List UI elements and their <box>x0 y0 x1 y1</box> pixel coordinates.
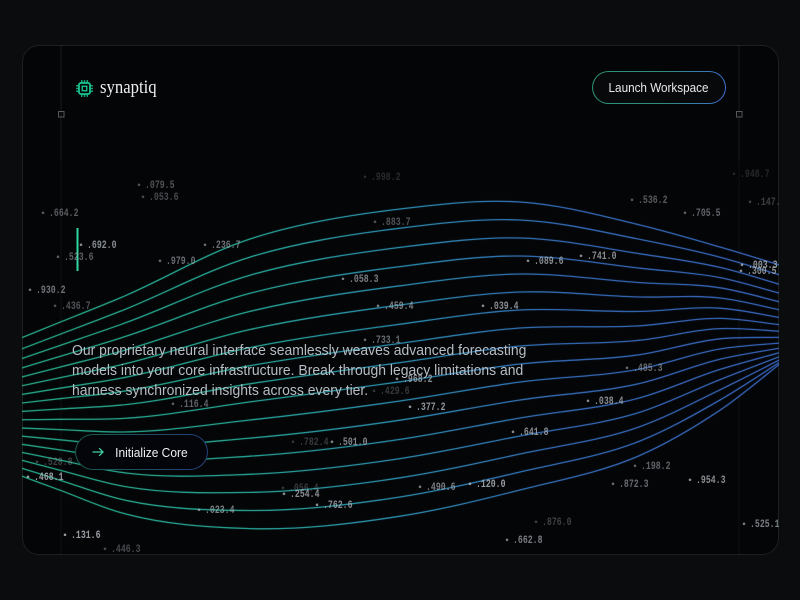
svg-text:.254.4: .254.4 <box>290 489 320 501</box>
svg-text:.501.0: .501.0 <box>338 437 368 449</box>
svg-text:.523.6: .523.6 <box>64 252 94 264</box>
svg-text:.664.2: .664.2 <box>49 208 79 220</box>
svg-text:.525.1: .525.1 <box>750 519 780 531</box>
svg-text:.762.6: .762.6 <box>323 500 353 512</box>
svg-text:.998.2: .998.2 <box>371 172 401 184</box>
svg-text:.979.0: .979.0 <box>166 256 196 268</box>
svg-text:.079.5: .079.5 <box>145 180 175 192</box>
svg-text:.872.3: .872.3 <box>619 479 649 491</box>
svg-text:.147.9: .147.9 <box>756 197 786 209</box>
svg-text:.089.6: .089.6 <box>534 256 564 268</box>
svg-text:.741.0: .741.0 <box>587 251 617 263</box>
svg-text:.003.3: .003.3 <box>748 260 778 272</box>
svg-text:.641.8: .641.8 <box>519 427 549 439</box>
svg-text:.446.3: .446.3 <box>111 544 141 556</box>
svg-text:.436.7: .436.7 <box>61 301 91 313</box>
svg-text:.528.8: .528.8 <box>43 457 73 469</box>
svg-text:.883.7: .883.7 <box>381 217 411 229</box>
svg-text:.023.4: .023.4 <box>205 505 235 517</box>
svg-text:.056.4: .056.4 <box>289 483 319 495</box>
svg-text:.236.7: .236.7 <box>211 240 241 252</box>
svg-text:.116.4: .116.4 <box>179 399 209 411</box>
svg-text:.692.0: .692.0 <box>87 240 117 252</box>
svg-text:.536.2: .536.2 <box>638 195 668 207</box>
svg-text:.948.7: .948.7 <box>740 169 770 181</box>
svg-text:.782.4: .782.4 <box>299 437 329 449</box>
svg-text:.468.1: .468.1 <box>34 472 64 484</box>
svg-text:.058.3: .058.3 <box>349 274 379 286</box>
svg-text:.038.4: .038.4 <box>594 396 624 408</box>
svg-text:.485.3: .485.3 <box>633 363 663 375</box>
svg-text:.198.2: .198.2 <box>641 461 671 473</box>
svg-text:.930.2: .930.2 <box>36 285 66 297</box>
svg-text:.705.5: .705.5 <box>691 208 721 220</box>
svg-text:.459.4: .459.4 <box>384 301 414 313</box>
svg-text:.053.6: .053.6 <box>149 192 179 204</box>
svg-text:.968.2: .968.2 <box>403 374 433 386</box>
svg-text:.300.5: .300.5 <box>747 266 777 278</box>
svg-text:.490.6: .490.6 <box>426 482 456 494</box>
svg-text:.429.6: .429.6 <box>380 386 410 398</box>
svg-text:.733.1: .733.1 <box>371 335 401 347</box>
svg-text:.131.6: .131.6 <box>71 530 101 542</box>
svg-text:.039.4: .039.4 <box>489 301 519 313</box>
svg-text:.377.2: .377.2 <box>416 402 446 414</box>
svg-text:.662.8: .662.8 <box>513 535 543 547</box>
svg-text:.954.3: .954.3 <box>696 475 726 487</box>
svg-text:.120.0: .120.0 <box>476 479 506 491</box>
svg-text:.876.0: .876.0 <box>542 517 572 529</box>
